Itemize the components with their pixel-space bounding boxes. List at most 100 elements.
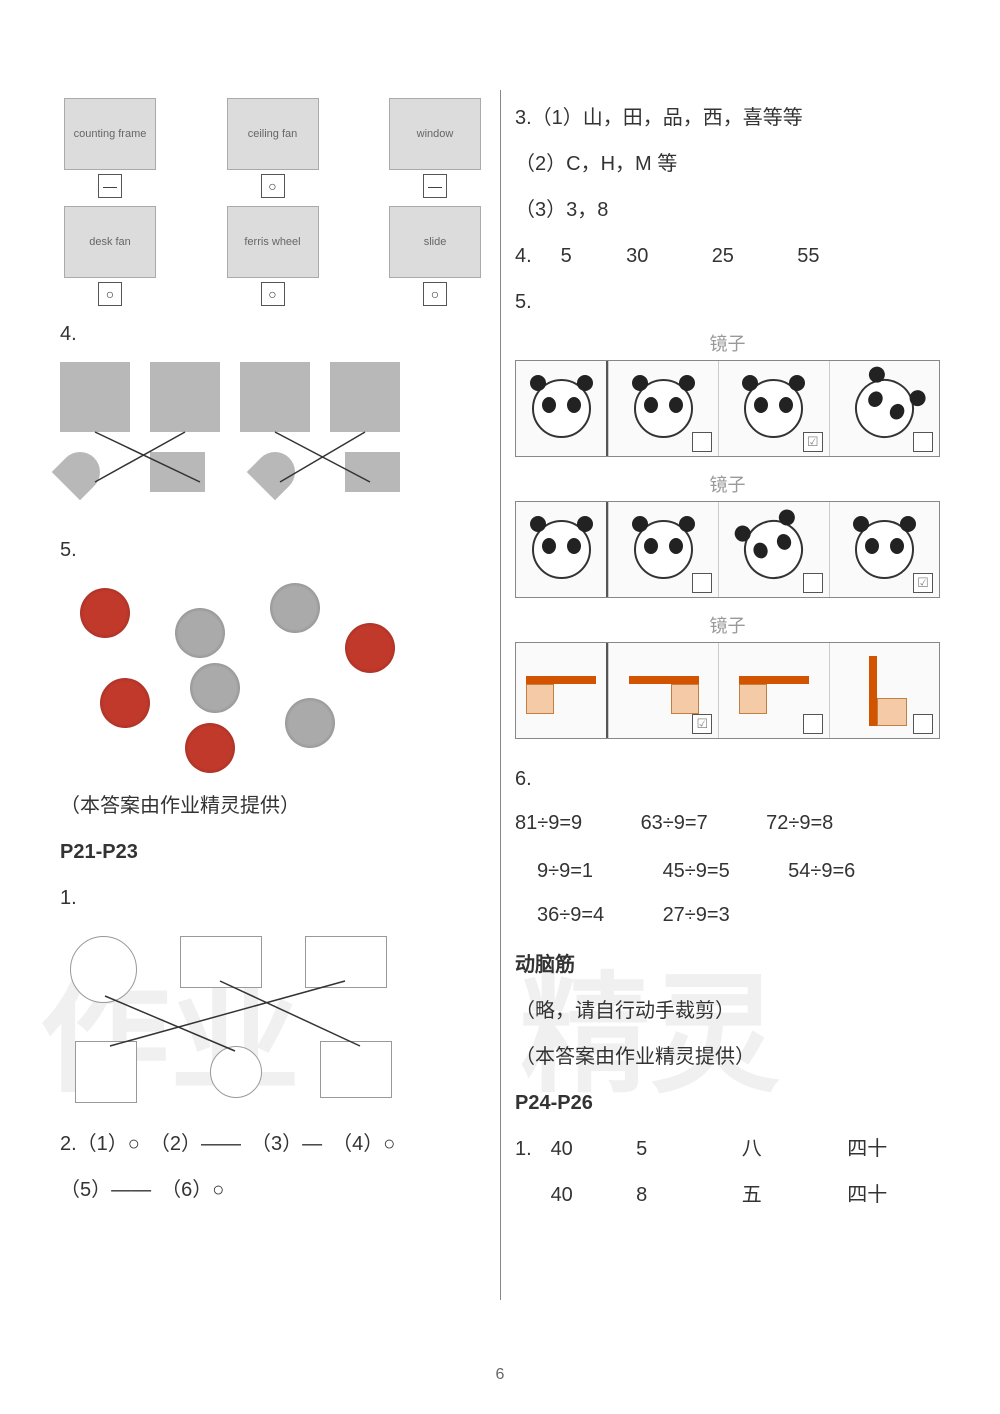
q4-shape <box>150 362 220 432</box>
img-label: ceiling fan <box>248 128 298 140</box>
option-checkbox: ☑ <box>803 432 823 452</box>
p24-val: 四十 <box>847 1177 907 1213</box>
image-placeholder: slide <box>389 206 481 278</box>
desk-icon <box>629 666 699 716</box>
q1-matching <box>60 926 420 1116</box>
panda-icon <box>744 379 803 438</box>
q4-val: 30 <box>626 238 706 274</box>
ladybug <box>190 663 240 713</box>
mirror-option: ☑ <box>718 361 828 456</box>
img-label: counting frame <box>74 128 147 140</box>
ladybug <box>100 678 150 728</box>
q4-small <box>150 452 205 492</box>
q4-values: 4. 5 30 25 55 <box>515 238 940 274</box>
q6-item: 54÷9=6 <box>788 853 908 889</box>
desk-icon <box>859 656 909 726</box>
brain-answer: （略，请自行动手裁剪） <box>515 993 940 1029</box>
mirror-group-3: 镜子 ☑ <box>515 612 940 739</box>
q2-line1: 2.（1）○ （2）—— （3）— （4）○ <box>60 1126 485 1162</box>
img-label: window <box>417 128 454 140</box>
q4-label: 4. <box>515 238 555 274</box>
q5-label: 5. <box>60 532 485 568</box>
obj-ferris-wheel: ferris wheel ○ <box>223 206 323 306</box>
panda-icon <box>855 520 914 579</box>
answer-box: ○ <box>261 282 285 306</box>
mirror-option <box>718 502 828 597</box>
ladybug <box>80 588 130 638</box>
mirror-group-2: 镜子 ☑ <box>515 471 940 598</box>
mirror-option <box>829 361 939 456</box>
obj-window: window — <box>385 98 485 198</box>
left-column: counting frame — ceiling fan ○ window — <box>60 90 500 1330</box>
mirror-original <box>516 643 608 738</box>
obj-ceiling-fan: ceiling fan ○ <box>223 98 323 198</box>
desk-icon <box>526 666 596 716</box>
q4-small <box>345 452 400 492</box>
obj-slide: slide ○ <box>385 206 485 306</box>
q6-item: 72÷9=8 <box>766 805 886 841</box>
q3-part2: （2）C，H，M 等 <box>515 146 940 182</box>
column-divider <box>500 90 501 1300</box>
mirror-label: 镜子 <box>515 612 940 638</box>
q6-division: 6. 81÷9=9 63÷9=7 72÷9=8 9÷9=1 45÷9=5 54÷… <box>515 753 940 937</box>
q6-item: 9÷9=1 <box>515 853 657 889</box>
q6-label: 6. 81÷9=9 <box>515 757 635 845</box>
mirror-group-1: 镜子 ☑ <box>515 330 940 457</box>
q4-heart <box>247 444 304 501</box>
q3-part1: 3.（1）山，田，品，西，喜等等 <box>515 100 940 136</box>
option-checkbox <box>803 573 823 593</box>
p24-val: 八 <box>742 1131 842 1167</box>
mirror-label: 镜子 <box>515 471 940 497</box>
option-checkbox <box>692 432 712 452</box>
p24-line2: 40 8 五 四十 <box>515 1177 940 1213</box>
option-checkbox: ☑ <box>913 573 933 593</box>
answer-box: ○ <box>98 282 122 306</box>
page: counting frame — ceiling fan ○ window — <box>0 0 1000 1370</box>
q3-row2: desk fan ○ ferris wheel ○ slide ○ <box>60 206 485 306</box>
p24-val: 40 <box>551 1131 631 1167</box>
q1-lines <box>60 926 420 1116</box>
mirror-option: ☑ <box>608 643 718 738</box>
q6-item: 27÷9=3 <box>663 897 783 933</box>
credit-text: （本答案由作业精灵提供） <box>515 1039 940 1075</box>
q2-line2: （5）—— （6）○ <box>60 1172 485 1208</box>
mirror-row: ☑ <box>515 501 940 598</box>
q6-item: 45÷9=5 <box>663 853 783 889</box>
mirror-original <box>516 361 608 456</box>
image-placeholder: desk fan <box>64 206 156 278</box>
img-label: desk fan <box>89 236 131 248</box>
ladybug <box>175 608 225 658</box>
panda-icon <box>532 520 591 579</box>
obj-frame: counting frame — <box>60 98 160 198</box>
image-placeholder: ferris wheel <box>227 206 319 278</box>
answer-box: — <box>423 174 447 198</box>
option-checkbox: ☑ <box>692 714 712 734</box>
q4-val: 55 <box>797 238 857 274</box>
img-label: ferris wheel <box>244 236 300 248</box>
page-number: 6 <box>0 1366 1000 1384</box>
p24-val: 40 <box>551 1177 631 1213</box>
q4-shape <box>240 362 310 432</box>
ladybug <box>345 623 395 673</box>
mirror-original <box>516 502 608 597</box>
mirror-row: ☑ <box>515 642 940 739</box>
panda-icon <box>634 379 693 438</box>
ladybug <box>270 583 320 633</box>
answer-box: ○ <box>261 174 285 198</box>
option-checkbox <box>803 714 823 734</box>
panda-icon <box>634 520 693 579</box>
mirror-row: ☑ <box>515 360 940 457</box>
image-placeholder: window <box>389 98 481 170</box>
credit-text: （本答案由作业精灵提供） <box>60 788 485 824</box>
image-placeholder: ceiling fan <box>227 98 319 170</box>
right-column: 3.（1）山，田，品，西，喜等等 （2）C，H，M 等 （3）3，8 4. 5 … <box>500 90 940 1330</box>
q5-label: 5. <box>515 284 940 320</box>
p24-val: 8 <box>636 1177 736 1213</box>
ladybug <box>185 723 235 773</box>
q6-item: 63÷9=7 <box>641 805 761 841</box>
option-checkbox <box>913 432 933 452</box>
panda-icon <box>532 379 591 438</box>
obj-desk-fan: desk fan ○ <box>60 206 160 306</box>
q4-shape <box>60 362 130 432</box>
ladybug <box>285 698 335 748</box>
